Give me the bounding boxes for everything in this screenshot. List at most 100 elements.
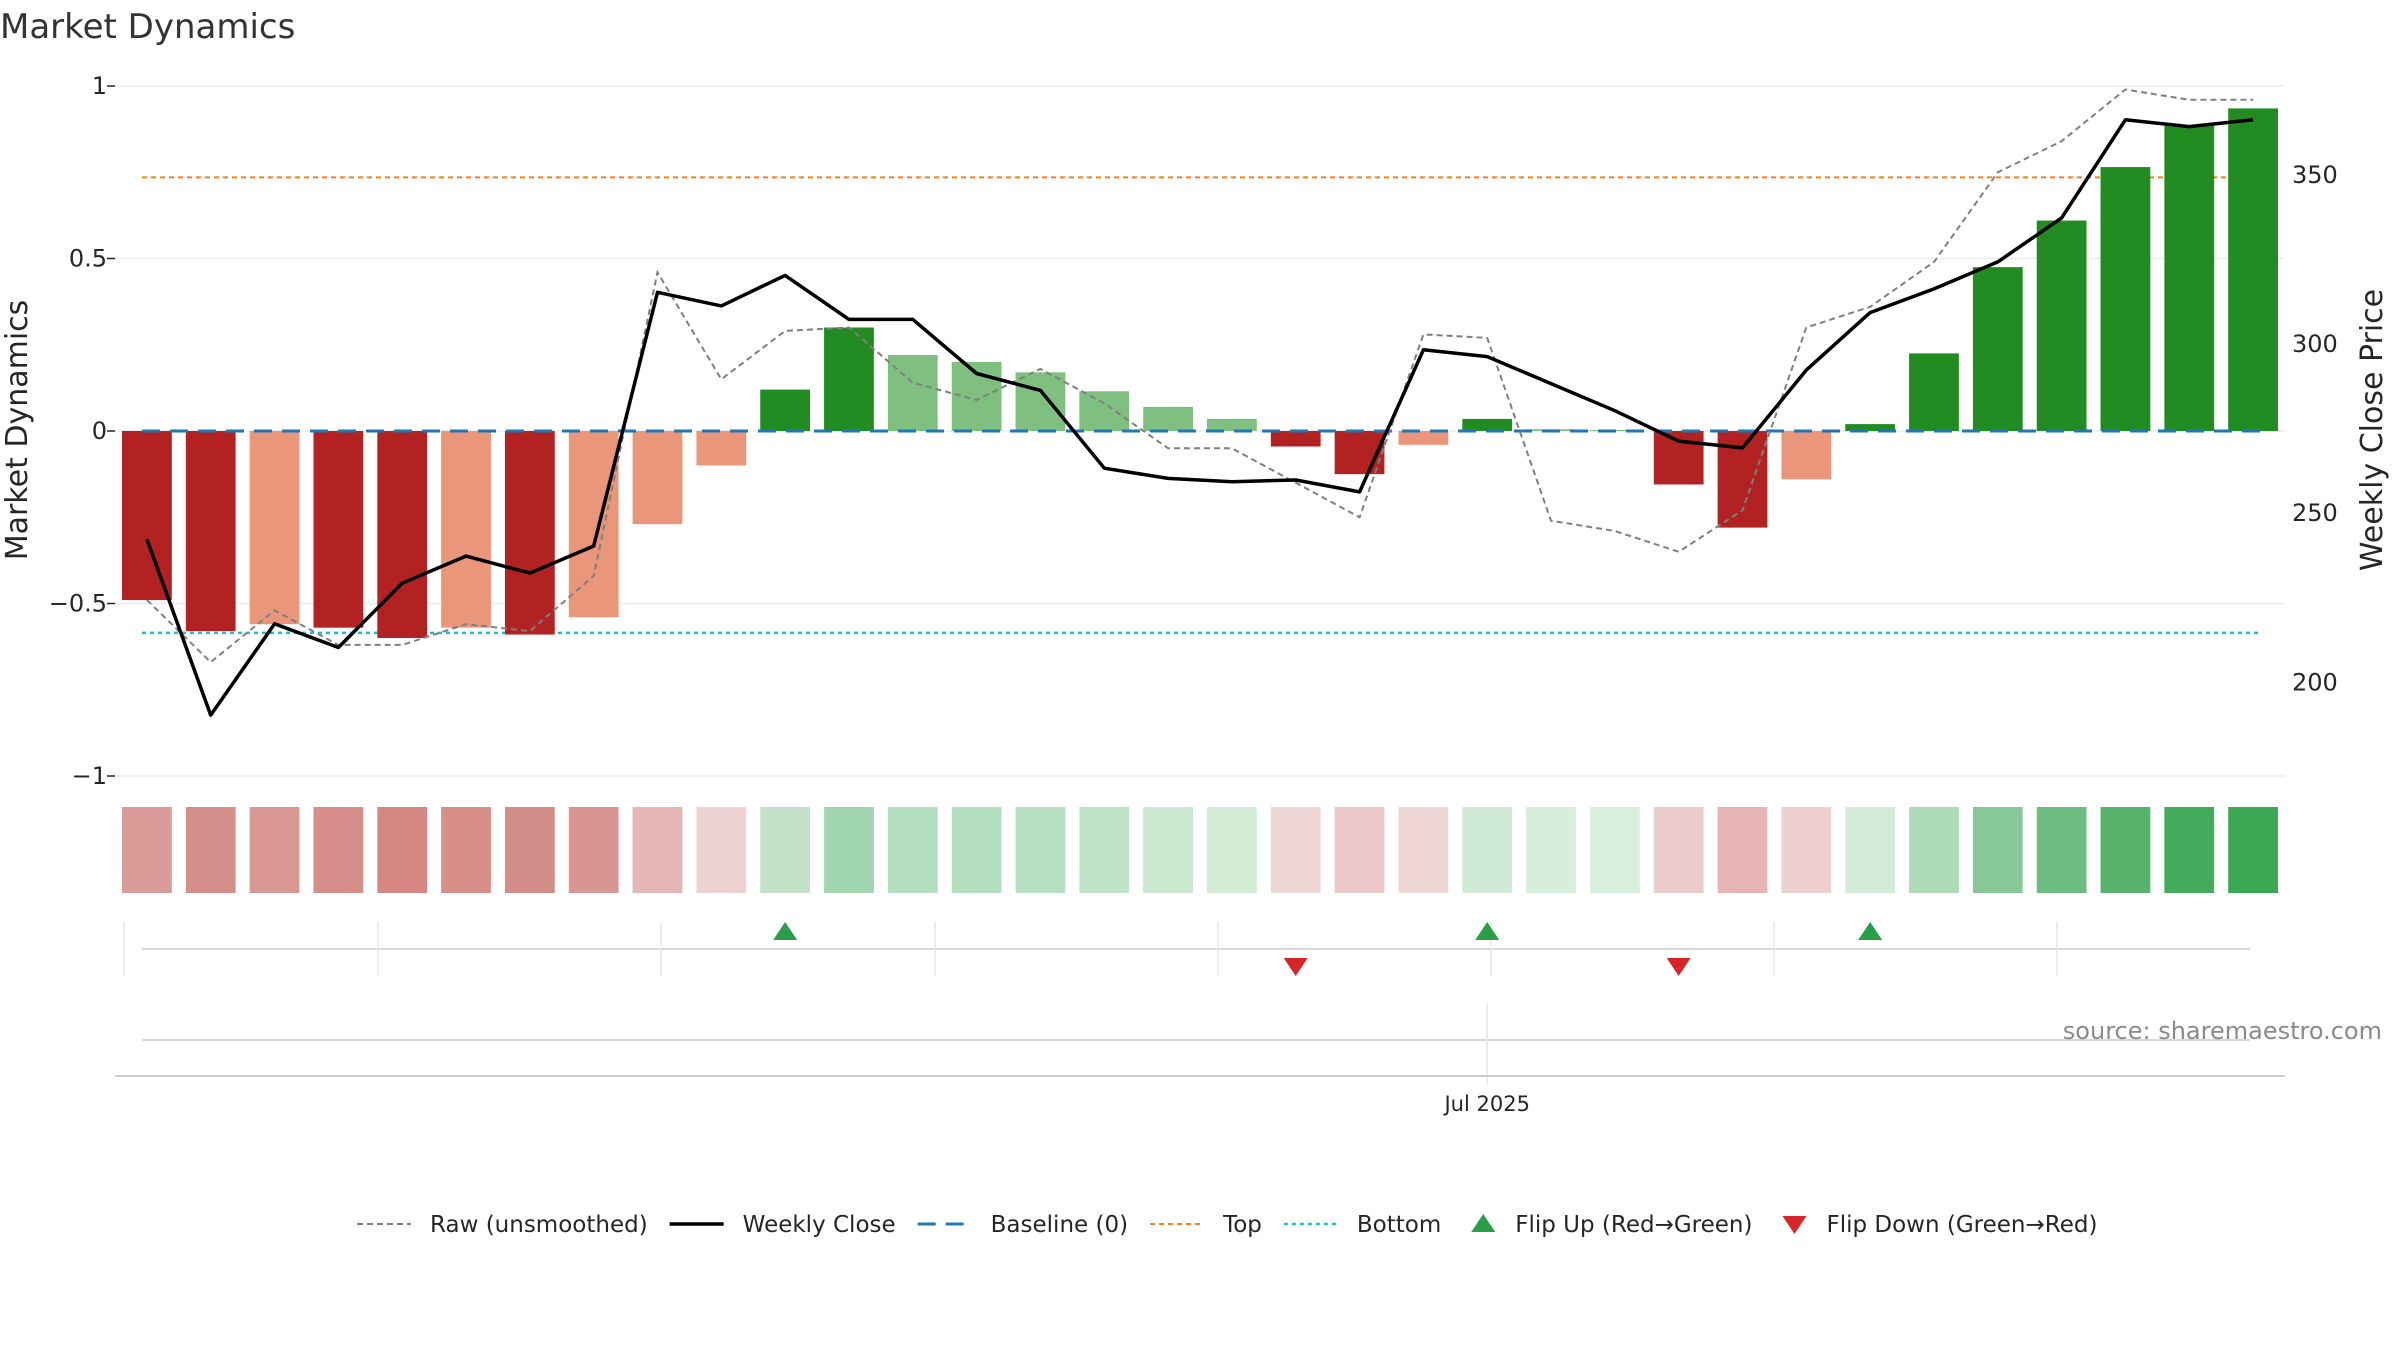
heat-cell-week-2 <box>185 807 236 893</box>
bar-week-19 <box>1270 431 1321 447</box>
legend-label-close: Weekly Close <box>743 1212 896 1238</box>
gridlines <box>115 85 2285 777</box>
legend-label-top: Top <box>1222 1212 1262 1238</box>
y2-tick-label-2: 250 <box>2292 499 2338 527</box>
heat-cell-week-21 <box>1398 807 1449 893</box>
heat-cell-week-31 <box>2036 807 2087 893</box>
heat-cell-week-11 <box>760 807 811 893</box>
legend-item-close: Weekly Close <box>669 1212 896 1238</box>
flip-up-marker-0 <box>773 922 798 940</box>
flip-down-marker-1 <box>1666 958 1691 976</box>
bar-week-22 <box>1462 418 1513 431</box>
date-axis-panel: Jul 2025 <box>115 1004 2285 1116</box>
heat-cell-week-10 <box>696 807 747 893</box>
flip-up-marker-2 <box>1858 922 1883 940</box>
bar-week-15 <box>1015 372 1066 431</box>
heat-cell-week-3 <box>249 807 300 893</box>
legend-label-flipup: Flip Up (Red→Green) <box>1515 1212 1752 1238</box>
legend-label-raw: Raw (unsmoothed) <box>430 1212 648 1238</box>
heat-cell-week-7 <box>504 807 555 893</box>
bar-week-7 <box>504 431 555 635</box>
legend-label-baseline: Baseline (0) <box>991 1212 1128 1238</box>
legend-label-flipdown: Flip Down (Green→Red) <box>1826 1212 2097 1238</box>
bar-week-31 <box>2036 220 2087 431</box>
legend-swatch-flip-up <box>1471 1214 1496 1232</box>
flip-markers-panel <box>123 922 2250 976</box>
bar-week-12 <box>824 327 874 431</box>
bar-week-29 <box>1909 353 1959 431</box>
bar-week-18 <box>1207 418 1257 431</box>
bar-week-33 <box>2164 125 2215 432</box>
bar-week-32 <box>2100 167 2151 431</box>
bar-week-1 <box>122 431 172 601</box>
y2-tick-label-3: 200 <box>2292 668 2338 696</box>
bar-week-21 <box>1398 431 1449 445</box>
y-tick-label-3: −0.5 <box>49 590 107 618</box>
y-tick-label-1: 0.5 <box>69 245 107 273</box>
heat-cell-week-8 <box>568 807 619 893</box>
bar-week-10 <box>696 431 747 466</box>
bar-week-17 <box>1143 406 1193 431</box>
heat-cell-week-28 <box>1845 807 1896 893</box>
heat-cell-week-6 <box>441 807 491 893</box>
legend: Raw (unsmoothed) Weekly Close Baseline (0)… <box>357 1212 2097 1238</box>
bar-week-9 <box>632 431 683 525</box>
legend-swatch-flip-down <box>1782 1216 1807 1234</box>
heat-cell-week-24 <box>1589 807 1640 893</box>
bar-week-28 <box>1845 424 1896 431</box>
y-tick-label-2: 0 <box>92 417 107 445</box>
heat-cell-week-29 <box>1909 807 1959 893</box>
y2-tick-label-1: 300 <box>2292 330 2338 358</box>
heat-cell-week-1 <box>122 807 172 893</box>
flip-down-marker-0 <box>1283 958 1308 976</box>
weekly-close-line <box>145 118 2254 717</box>
legend-item-top: Top <box>1150 1212 1262 1238</box>
right-axis-ticks: 350 300 250 200 <box>2292 161 2338 696</box>
y-tick-label-4: −1 <box>72 762 107 790</box>
flip-up-marker-1 <box>1475 922 1500 940</box>
heat-cell-week-19 <box>1270 807 1321 893</box>
heat-cell-week-13 <box>887 807 938 893</box>
bar-week-8 <box>568 431 619 618</box>
reference-lines <box>142 176 2260 635</box>
heat-cell-week-17 <box>1143 807 1193 893</box>
legend-item-bottom: Bottom <box>1283 1212 1441 1238</box>
heat-cell-week-18 <box>1207 807 1257 893</box>
y-axis-label: Market Dynamics <box>0 300 35 561</box>
bar-week-3 <box>249 431 300 625</box>
dynamics-bars <box>122 108 2278 638</box>
heat-cell-week-27 <box>1781 807 1832 893</box>
bar-week-5 <box>377 431 428 638</box>
bar-week-25 <box>1653 431 1704 485</box>
bar-week-11 <box>760 389 811 431</box>
heat-cell-week-9 <box>632 807 683 893</box>
legend-item-baseline: Baseline (0) <box>917 1212 1128 1238</box>
heat-cell-week-16 <box>1079 807 1130 893</box>
heat-cell-week-26 <box>1717 807 1768 893</box>
legend-item-flipup: Flip Up (Red→Green) <box>1471 1212 1752 1238</box>
source-label: source: sharemaestro.com <box>2063 1017 2382 1045</box>
heat-cell-week-30 <box>1972 807 2023 893</box>
bar-week-34 <box>2228 108 2278 432</box>
legend-item-raw: Raw (unsmoothed) <box>357 1212 648 1238</box>
heat-cell-week-4 <box>313 807 364 893</box>
bar-week-16 <box>1079 391 1130 431</box>
legend-item-flipdown: Flip Down (Green→Red) <box>1782 1212 2097 1238</box>
legend-label-bottom: Bottom <box>1357 1212 1441 1238</box>
bar-week-6 <box>441 431 491 628</box>
y2-axis-label: Weekly Close Price <box>2355 289 2390 571</box>
heat-cell-week-23 <box>1526 807 1576 893</box>
heat-strip <box>122 807 2278 893</box>
heat-cell-week-33 <box>2164 807 2215 893</box>
heat-cell-week-15 <box>1015 807 1066 893</box>
bar-week-30 <box>1972 267 2023 431</box>
date-tick-label: Jul 2025 <box>1442 1092 1529 1116</box>
heat-cell-week-25 <box>1653 807 1704 893</box>
heat-cell-week-14 <box>951 807 1002 893</box>
left-axis-ticks: 1 0.5 0 −0.5 −1 <box>49 72 115 790</box>
heat-cell-week-34 <box>2228 807 2278 893</box>
bar-week-2 <box>185 431 236 632</box>
raw-unsmoothed-line <box>146 88 2254 664</box>
heat-cell-week-12 <box>824 807 874 893</box>
